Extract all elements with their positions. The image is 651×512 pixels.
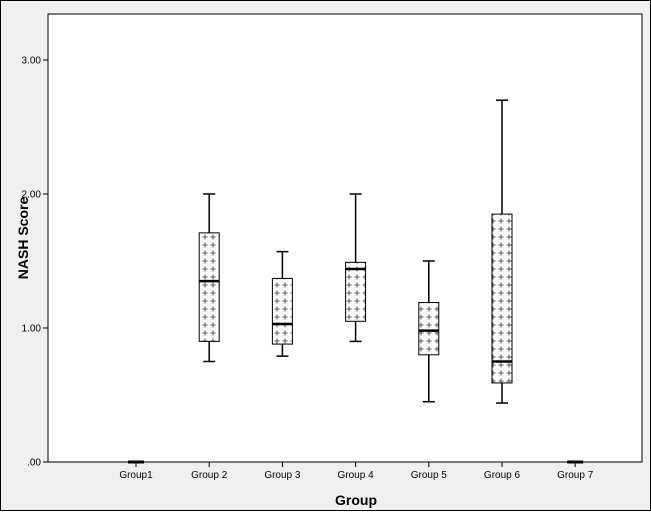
x-axis: Group1 Group 2 Group 3 Group 4 Group 5 Group … xyxy=(119,462,594,481)
boxes xyxy=(128,99,584,464)
y-tick-label: 2.00 xyxy=(22,190,42,201)
x-tick-label: Group 6 xyxy=(484,470,521,481)
y-tick-label: 3.00 xyxy=(22,56,42,67)
x-tick-label: Group 2 xyxy=(191,470,228,481)
iqr-box xyxy=(491,213,513,384)
y-axis: .00 1.00 2.00 3.00 xyxy=(22,56,48,469)
x-tick-label: Group 5 xyxy=(411,470,448,481)
x-axis-title: Group xyxy=(335,492,377,508)
x-tick-label: Group 7 xyxy=(557,470,594,481)
y-tick-label: 1.00 xyxy=(22,324,42,335)
x-tick-label: Group 3 xyxy=(264,470,301,481)
iqr-box xyxy=(345,261,367,322)
box-6 xyxy=(491,99,513,404)
x-tick-label: Group 4 xyxy=(338,470,375,481)
plot-area xyxy=(47,13,643,463)
box-3 xyxy=(271,250,293,357)
box-2 xyxy=(198,193,220,363)
box-5 xyxy=(418,260,440,403)
box-4 xyxy=(345,193,367,343)
iqr-box xyxy=(418,302,440,356)
y-tick-label: .00 xyxy=(27,458,41,469)
iqr-box xyxy=(271,277,293,345)
y-axis-title: NASH Score xyxy=(15,197,31,280)
iqr-box xyxy=(198,232,220,342)
x-tick-label: Group1 xyxy=(119,470,153,481)
